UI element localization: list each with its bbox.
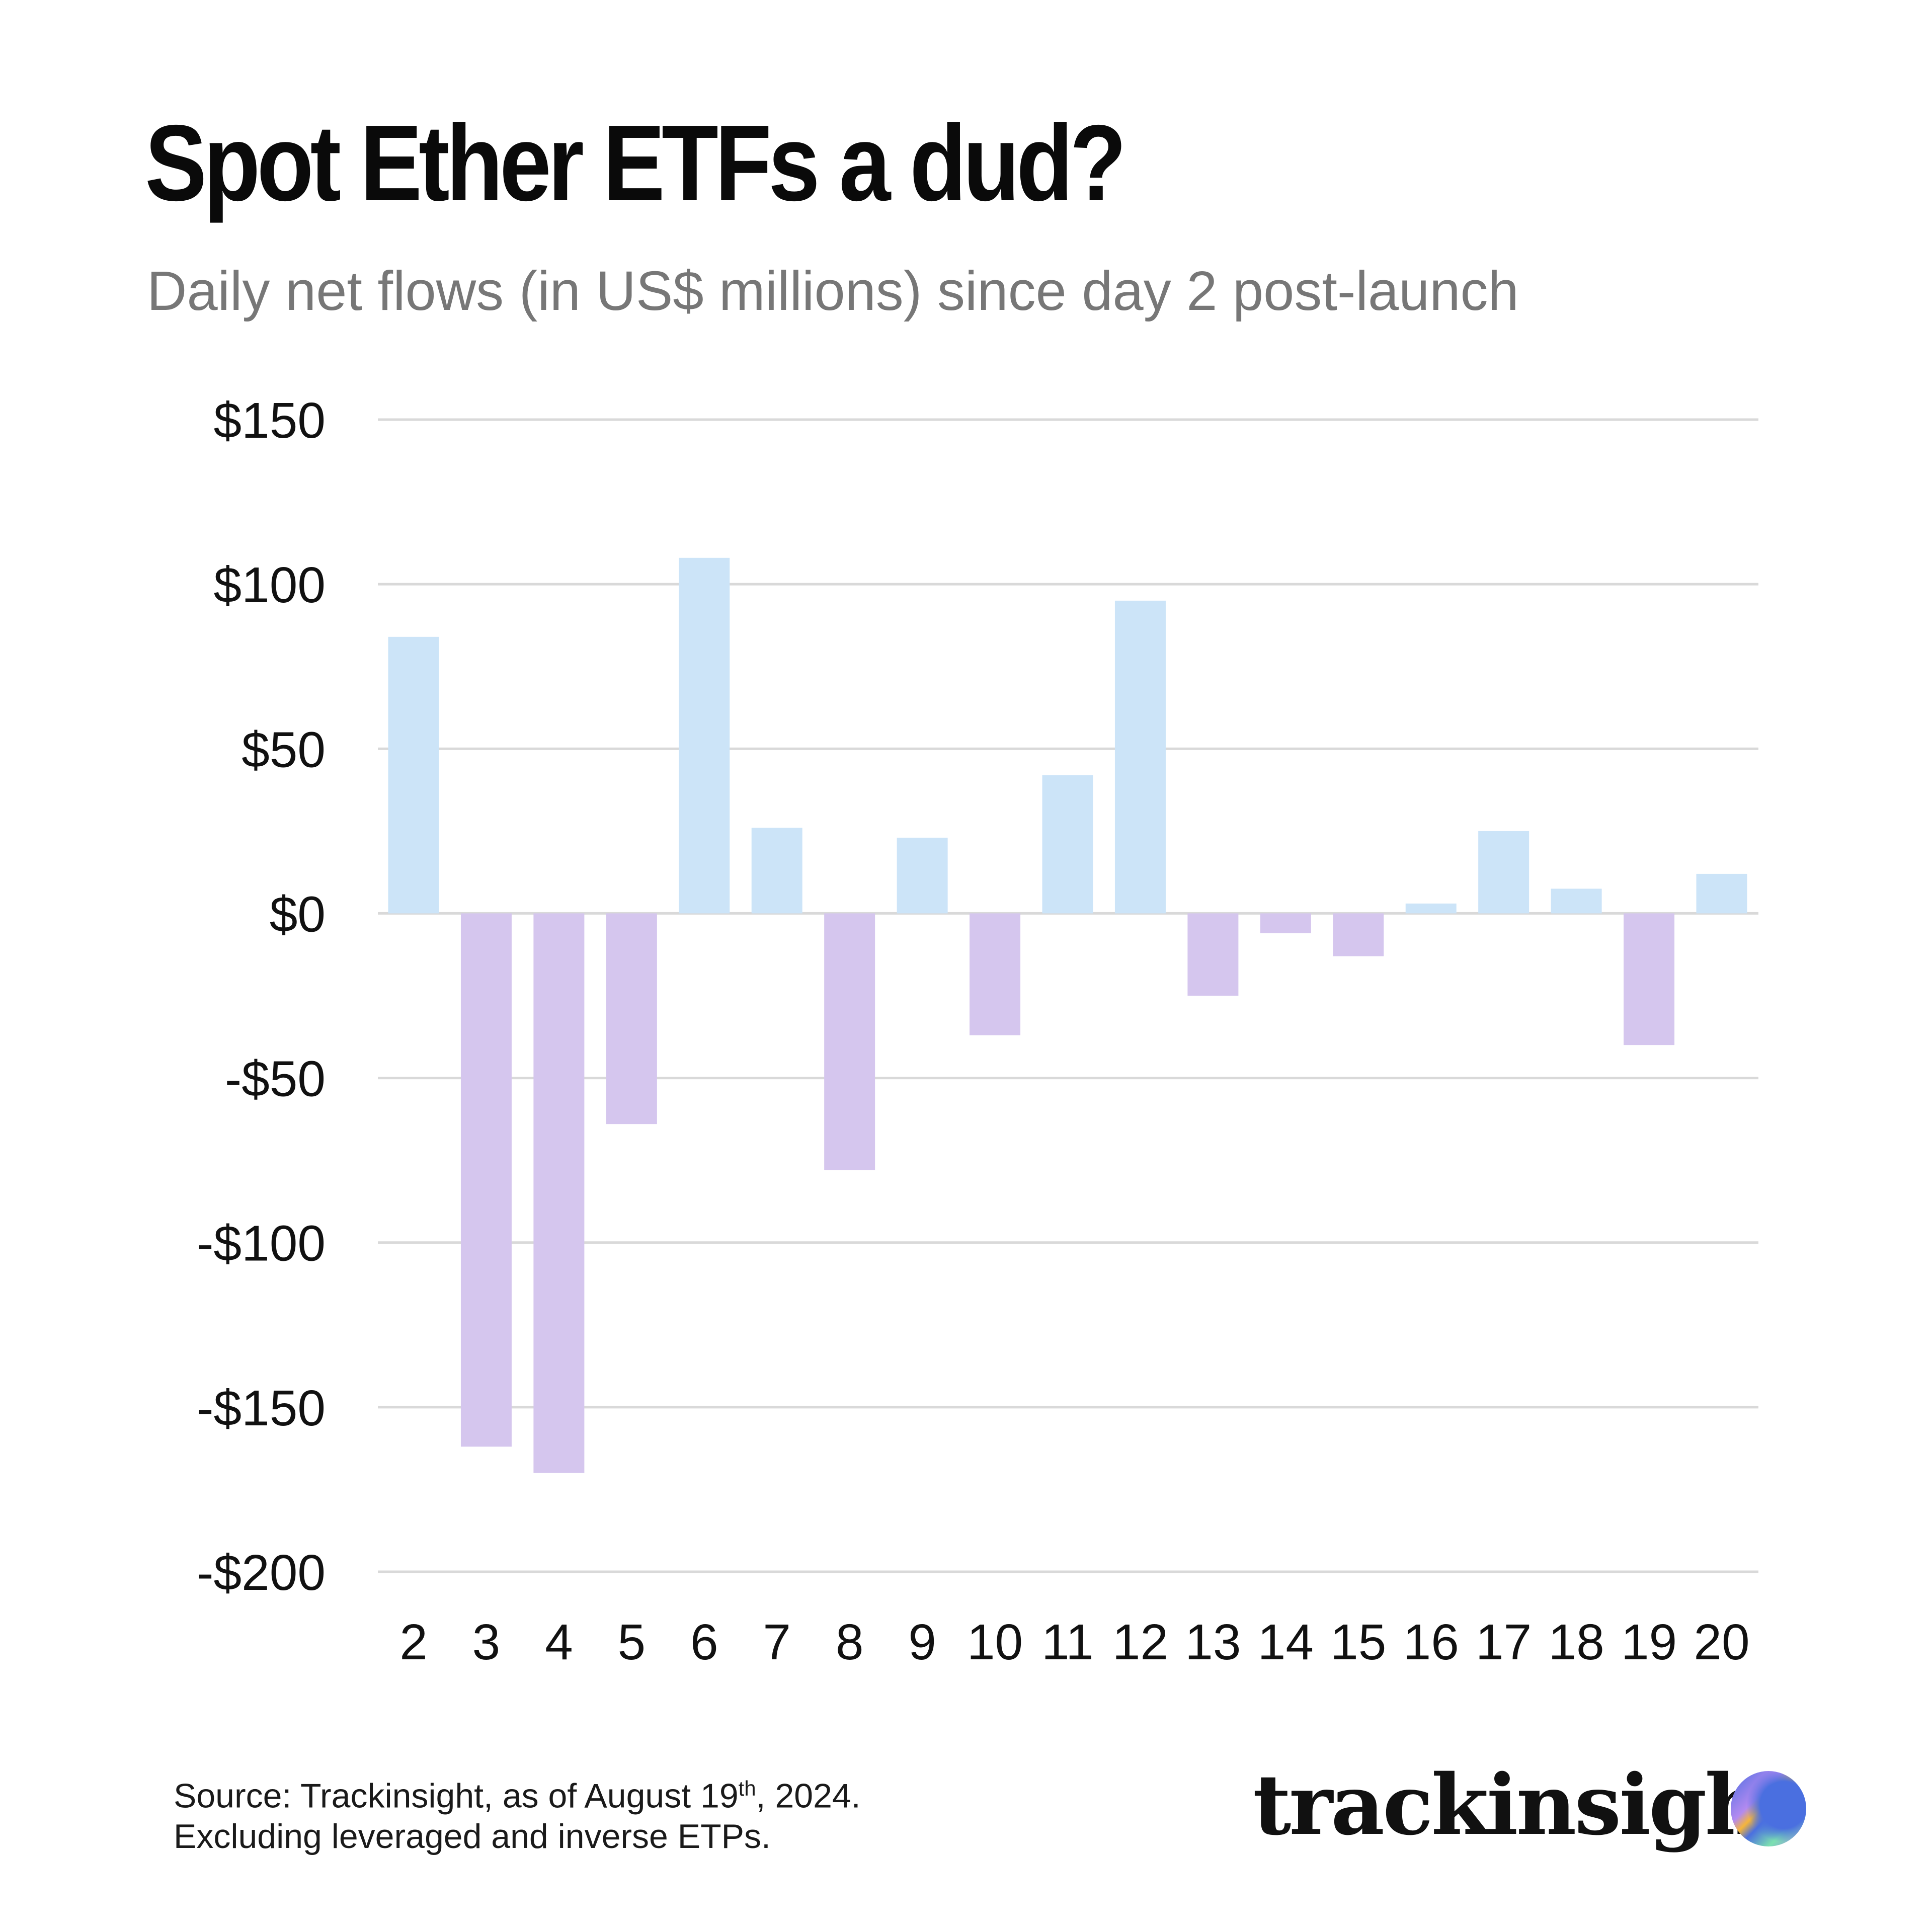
bar-day-6 bbox=[679, 557, 730, 914]
bar-day-7 bbox=[751, 828, 802, 914]
x-tick-label: 15 bbox=[1330, 1614, 1386, 1670]
y-tick-label: $0 bbox=[270, 886, 326, 942]
source-note: Source: Trackinsight, as of August 19th,… bbox=[174, 1768, 861, 1857]
y-tick-label: -$100 bbox=[197, 1216, 326, 1272]
x-tick-label: 4 bbox=[545, 1614, 573, 1670]
x-tick-label: 7 bbox=[763, 1614, 791, 1670]
x-tick-label: 11 bbox=[1041, 1614, 1094, 1670]
bar-day-3 bbox=[460, 913, 512, 1447]
x-tick-label: 20 bbox=[1694, 1614, 1749, 1670]
bar-day-5 bbox=[606, 913, 657, 1124]
bar-day-8 bbox=[824, 913, 875, 1170]
y-tick-label: $150 bbox=[214, 392, 326, 449]
x-tick-label: 17 bbox=[1476, 1614, 1532, 1670]
y-tick-label: $50 bbox=[242, 721, 326, 778]
trackinsight-logo: trackinsight bbox=[1253, 1756, 1802, 1854]
bar-day-4 bbox=[533, 913, 585, 1473]
y-axis-labels: $150 $100 $50 $0 -$50 -$100 -$150 -$200 bbox=[197, 392, 326, 1601]
bars bbox=[388, 557, 1747, 1473]
source-sup: th bbox=[738, 1777, 756, 1800]
x-tick-label: 10 bbox=[967, 1614, 1023, 1670]
bar-day-18 bbox=[1551, 889, 1602, 914]
x-tick-label: 3 bbox=[472, 1614, 501, 1670]
bar-day-16 bbox=[1405, 903, 1457, 914]
bar-day-2 bbox=[388, 636, 439, 914]
x-axis-labels: 2 3 4 5 6 7 8 9 10 11 12 13 14 15 16 17 18 19 20 bbox=[399, 1614, 1749, 1670]
x-tick-label: 8 bbox=[836, 1614, 864, 1670]
source-line1: Source: Trackinsight, as of August 19 bbox=[174, 1777, 739, 1815]
bar-day-11 bbox=[1042, 775, 1093, 914]
x-tick-label: 6 bbox=[690, 1614, 718, 1670]
x-tick-label: 12 bbox=[1112, 1614, 1168, 1670]
bar-day-19 bbox=[1624, 913, 1675, 1045]
y-tick-label: -$150 bbox=[197, 1380, 326, 1436]
y-tick-label: -$50 bbox=[225, 1051, 326, 1107]
bar-day-10 bbox=[970, 913, 1021, 1035]
bar-day-12 bbox=[1114, 600, 1166, 914]
logo-icon bbox=[1731, 1771, 1806, 1846]
x-tick-label: 18 bbox=[1548, 1614, 1604, 1670]
bar-day-13 bbox=[1187, 913, 1239, 996]
chart-subtitle: Daily net flows (in US$ millions) since … bbox=[147, 260, 1519, 322]
source-line1-end: , 2024. bbox=[756, 1777, 861, 1815]
x-tick-label: 13 bbox=[1185, 1614, 1241, 1670]
bar-day-15 bbox=[1333, 913, 1384, 956]
x-tick-label: 19 bbox=[1621, 1614, 1677, 1670]
x-tick-label: 14 bbox=[1258, 1614, 1314, 1670]
x-tick-label: 16 bbox=[1403, 1614, 1459, 1670]
x-tick-label: 5 bbox=[618, 1614, 646, 1670]
bar-day-20 bbox=[1696, 873, 1747, 914]
gridlines bbox=[378, 418, 1758, 1573]
y-tick-label: -$200 bbox=[197, 1545, 326, 1601]
bar-day-9 bbox=[897, 837, 948, 914]
bar-day-17 bbox=[1478, 831, 1530, 914]
y-tick-label: $100 bbox=[214, 557, 326, 613]
x-tick-label: 2 bbox=[399, 1614, 428, 1670]
bar-day-14 bbox=[1260, 913, 1311, 933]
chart-title: Spot Ether ETFs a dud? bbox=[145, 102, 1126, 223]
x-tick-label: 9 bbox=[908, 1614, 936, 1670]
source-line2: Excluding leveraged and inverse ETPs. bbox=[174, 1817, 771, 1856]
